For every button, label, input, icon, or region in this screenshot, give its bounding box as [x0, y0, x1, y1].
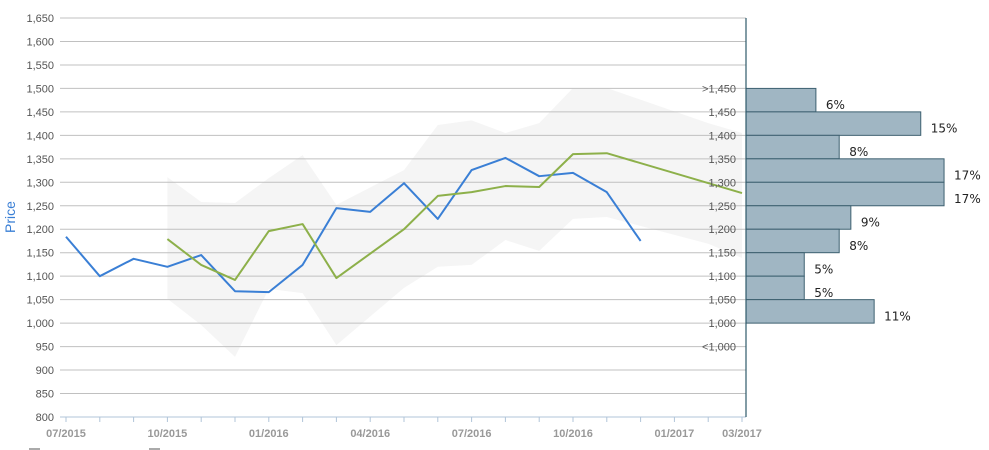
histogram-bar [745, 299, 875, 324]
histogram-value-label: 5% [814, 262, 833, 276]
y-tick-label: 1,250 [26, 201, 54, 213]
x-tick-label: 03/2017 [722, 428, 762, 440]
x-tick-label: 10/2016 [553, 428, 593, 440]
y-tick-label: 1,350 [26, 154, 54, 166]
histogram-value-label: 9% [861, 216, 880, 230]
y-tick-label: 800 [36, 412, 54, 424]
histogram-category-label: 1,100 [708, 271, 736, 283]
histogram-category-label: 1,000 [708, 318, 736, 330]
x-tick-label: 07/2015 [46, 428, 86, 440]
y-tick-label: 900 [36, 365, 54, 377]
histogram-value-label: 5% [814, 286, 833, 300]
histogram-bar [745, 205, 852, 230]
histogram-category-label: >1,450 [702, 83, 736, 95]
histogram-category-label: 1,050 [708, 295, 736, 307]
histogram-value-label: 6% [826, 98, 845, 112]
x-tick-label: 01/2017 [655, 428, 695, 440]
histogram-value-label: 17% [954, 192, 981, 206]
x-tick-label: 01/2016 [249, 428, 289, 440]
histogram-value-label: 17% [954, 169, 981, 183]
histogram-category-label: 1,450 [708, 107, 736, 119]
y-tick-label: 1,100 [26, 271, 54, 283]
y-tick-label: 1,600 [26, 36, 54, 48]
histogram-bar [745, 111, 922, 136]
y-tick-label: 850 [36, 389, 54, 401]
histogram-bar [745, 275, 805, 301]
series-line-2 [166, 152, 743, 281]
histogram-category-label: 1,300 [708, 177, 736, 189]
histogram-category-label: 1,200 [708, 224, 736, 236]
histogram-bar [745, 181, 945, 207]
histogram-bar [745, 134, 840, 160]
y-tick-label: 1,550 [26, 60, 54, 72]
y-tick-label: 950 [36, 342, 54, 354]
histogram-value-label: 8% [849, 145, 868, 159]
histogram-category-label: 1,250 [708, 201, 736, 213]
range-band [167, 87, 742, 357]
histogram-category-label: <1,000 [702, 342, 736, 354]
legend-marker [149, 448, 160, 450]
y-tick-label: 1,050 [26, 295, 54, 307]
y-tick-label: 1,400 [26, 130, 54, 142]
histogram-bar [745, 252, 805, 277]
x-tick-label: 04/2016 [350, 428, 390, 440]
y-tick-label: 1,500 [26, 83, 54, 95]
histogram-bar [745, 87, 817, 113]
y-tick-label: 1,450 [26, 107, 54, 119]
y-tick-label: 1,000 [26, 318, 54, 330]
y-tick-label: 1,200 [26, 224, 54, 236]
histogram-category-label: 1,400 [708, 130, 736, 142]
histogram-category-label: 1,350 [708, 154, 736, 166]
histogram-value-label: 15% [931, 122, 958, 136]
y-tick-label: 1,150 [26, 248, 54, 260]
histogram-value-label: 8% [849, 239, 868, 253]
legend-marker [29, 448, 40, 450]
x-tick-label: 10/2015 [148, 428, 188, 440]
histogram-bar [745, 158, 945, 183]
y-tick-label: 1,650 [26, 13, 54, 25]
y-tick-label: 1,300 [26, 177, 54, 189]
y-axis-title: Price [2, 201, 18, 233]
x-tick-label: 07/2016 [452, 428, 492, 440]
series-line-1 [65, 156, 642, 294]
histogram-category-label: 1,150 [708, 248, 736, 260]
histogram-value-label: 11% [884, 309, 911, 323]
histogram-bar [745, 228, 840, 254]
